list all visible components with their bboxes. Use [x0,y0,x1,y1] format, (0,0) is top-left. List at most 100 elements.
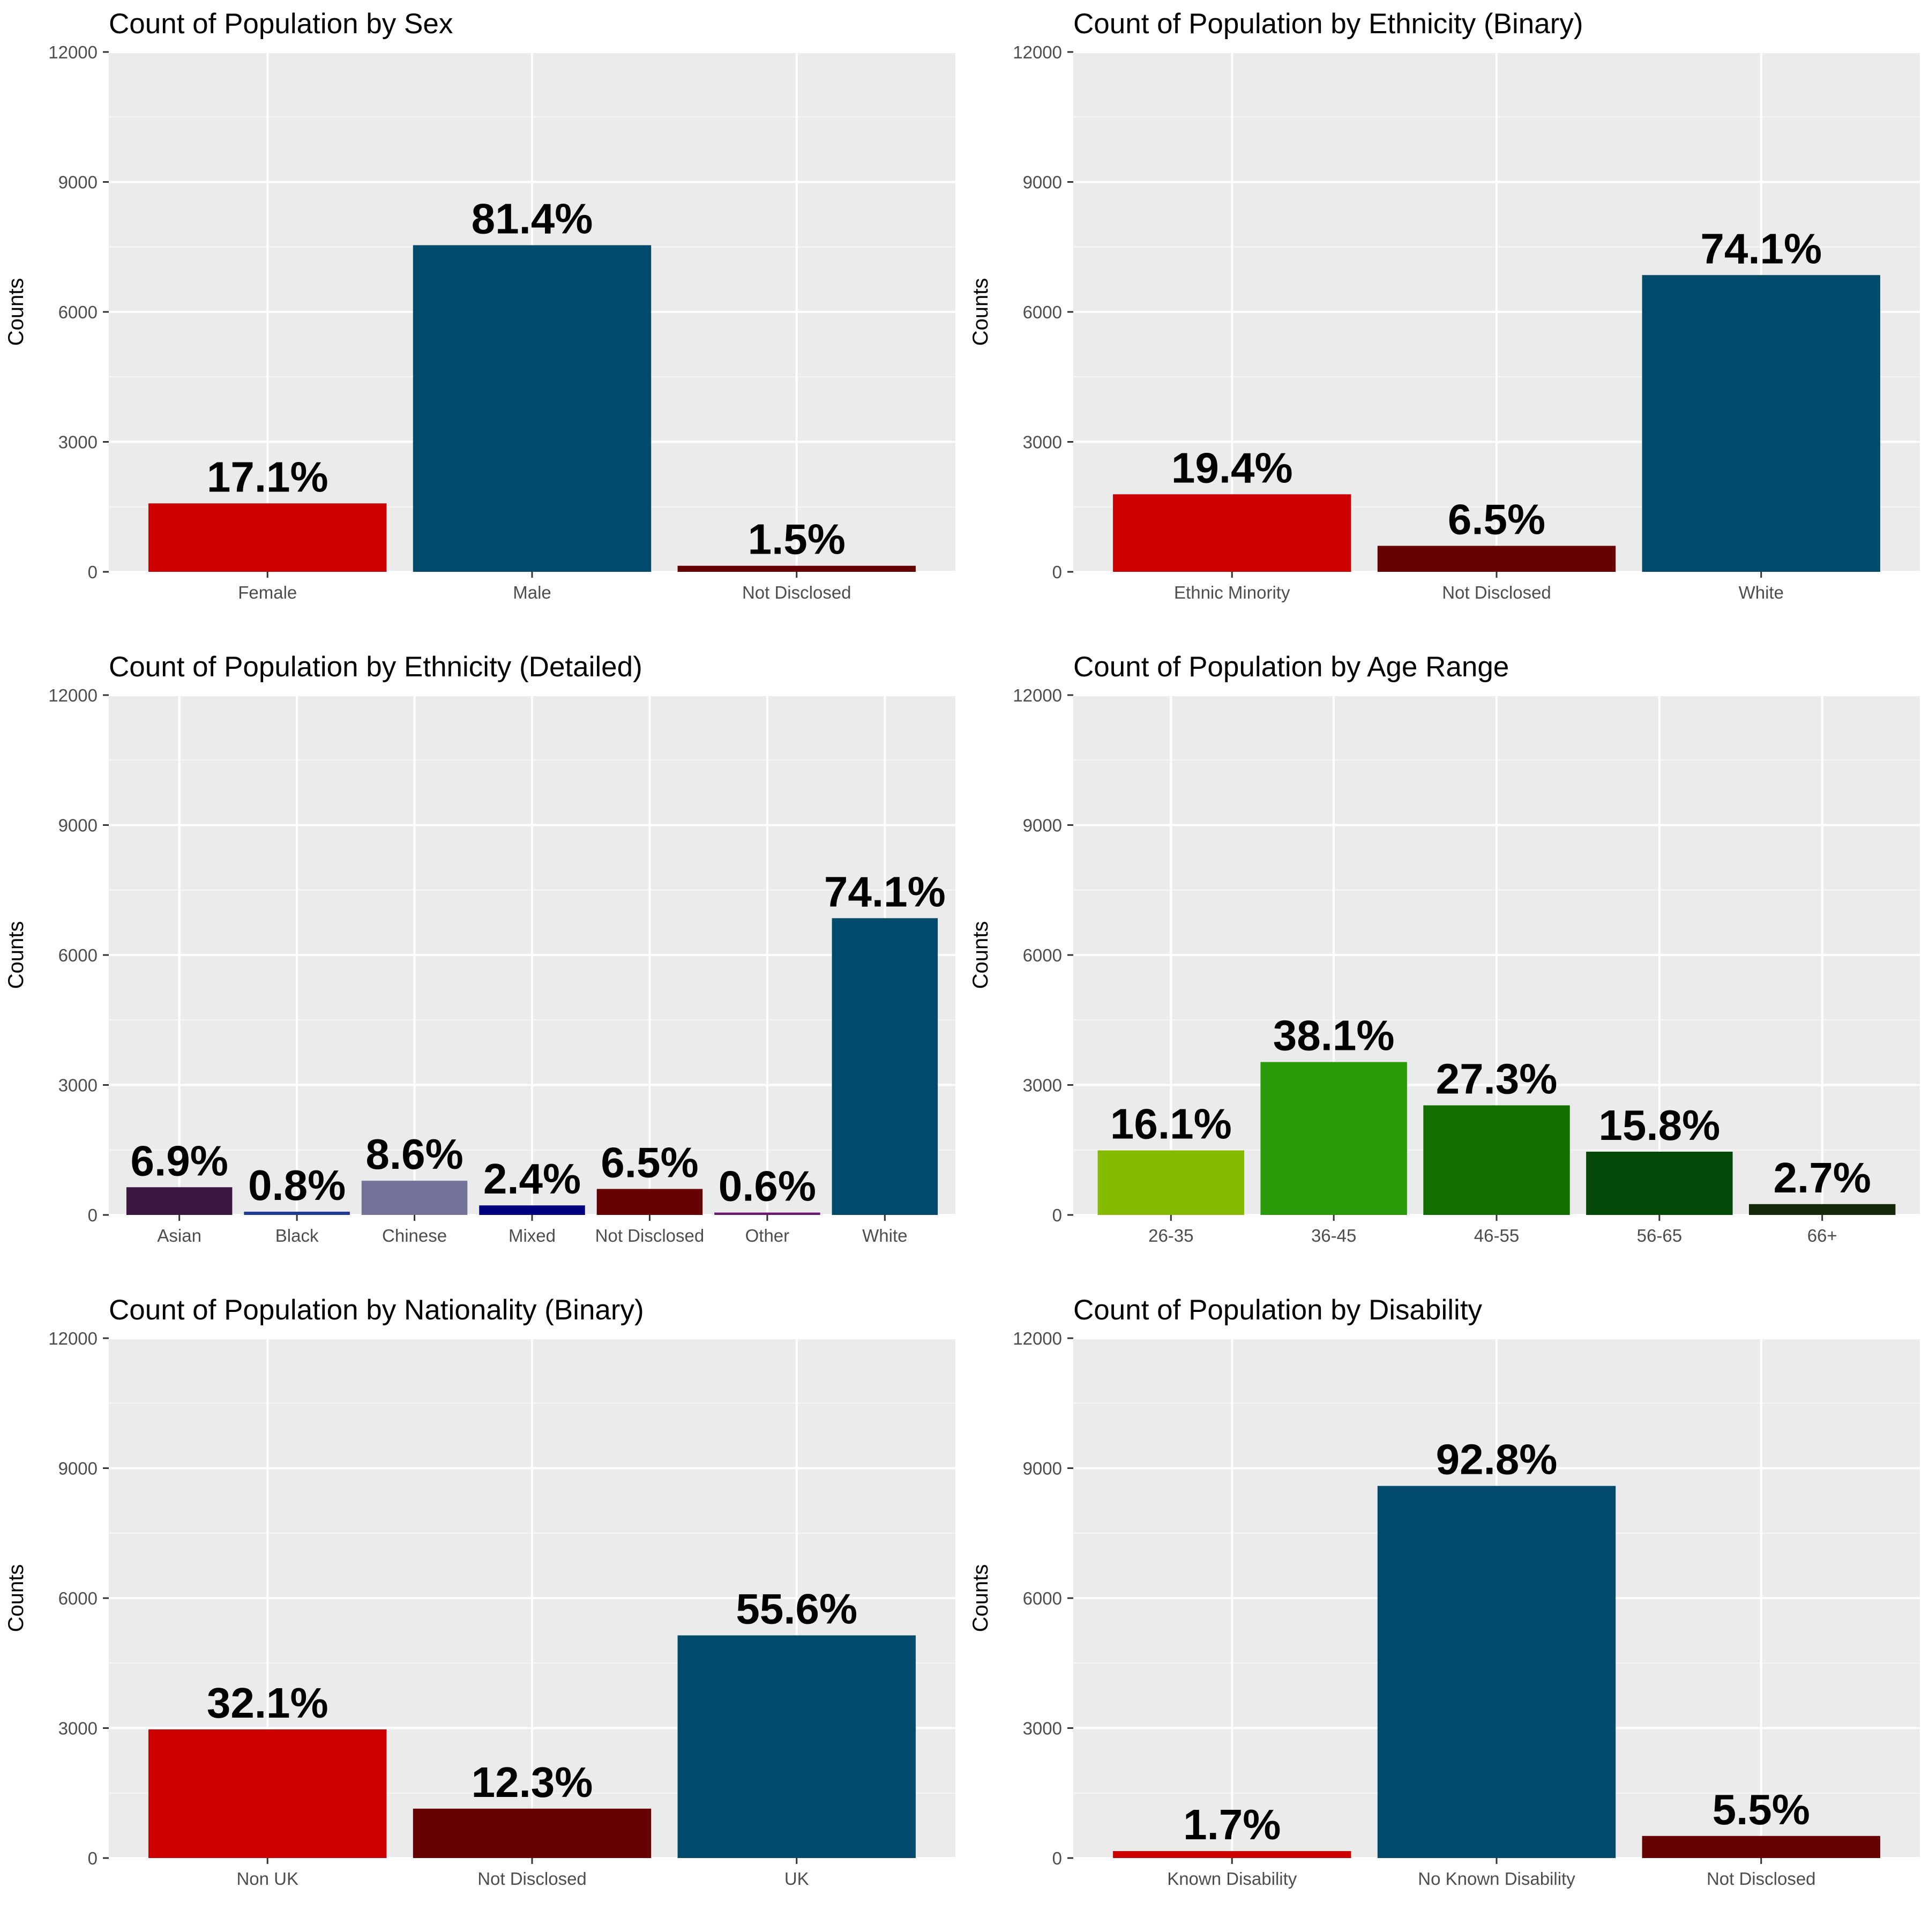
data-label: 12.3% [472,1758,593,1806]
chart-title: Count of Population by Nationality (Bina… [109,1294,644,1326]
y-tick-label: 3000 [58,1076,98,1095]
y-axis-label: Counts [4,278,28,346]
chart-title: Count of Population by Disability [1073,1294,1483,1326]
x-tick-label: Non UK [236,1869,298,1889]
y-tick-label: 6000 [58,1588,98,1608]
y-tick-label: 0 [88,1848,98,1868]
bar-asian [126,1187,233,1215]
chart-panel-3: Count of Population by Ethnicity (Detail… [4,651,955,1245]
chart-title: Count of Population by Sex [109,8,453,40]
y-tick-label: 6000 [1023,1588,1062,1608]
y-axis-label: Counts [4,921,28,989]
data-label: 0.6% [719,1162,816,1210]
bar-not-disclosed [1377,546,1616,572]
data-label: 38.1% [1273,1012,1395,1060]
y-tick-label: 9000 [1023,173,1062,192]
y-tick-label: 12000 [1013,42,1062,62]
data-label: 32.1% [207,1679,328,1727]
data-label: 74.1% [824,868,946,915]
y-tick-label: 6000 [1023,302,1062,322]
chart-panel-2: Count of Population by Ethnicity (Binary… [969,8,1920,602]
y-tick-label: 12000 [48,1329,98,1348]
y-tick-label: 12000 [1013,685,1062,705]
data-label: 2.4% [483,1155,581,1203]
x-tick-label: 26-35 [1148,1226,1193,1245]
bar-56-65 [1586,1151,1733,1215]
x-tick-label: Not Disclosed [742,583,851,602]
y-tick-label: 3000 [1023,1076,1062,1095]
x-tick-label: 36-45 [1311,1226,1356,1245]
y-tick-label: 3000 [1023,432,1062,452]
data-label: 27.3% [1436,1055,1558,1102]
x-tick-label: White [1739,583,1784,602]
y-axis-label: Counts [969,1564,992,1632]
x-tick-label: Female [238,583,297,602]
bar-white [832,918,938,1215]
data-label: 0.8% [248,1161,346,1209]
y-tick-label: 9000 [58,1459,98,1479]
x-tick-label: Male [513,583,551,602]
x-tick-label: Asian [157,1226,201,1245]
x-tick-label: 56-65 [1637,1226,1682,1245]
bar-not-disclosed [677,565,916,572]
x-tick-label: Not Disclosed [1442,583,1551,602]
y-tick-label: 3000 [58,1719,98,1739]
bar-36-45 [1260,1062,1407,1215]
data-label: 6.5% [601,1139,698,1187]
chart-title: Count of Population by Ethnicity (Detail… [109,651,642,683]
data-label: 1.5% [748,516,846,563]
y-tick-label: 3000 [58,432,98,452]
y-axis-label: Counts [4,1564,28,1632]
x-tick-label: Other [745,1226,790,1245]
y-tick-label: 6000 [58,945,98,965]
bar-female [148,503,387,572]
x-tick-label: Known Disability [1167,1869,1297,1889]
chart-panel-5: Count of Population by Nationality (Bina… [4,1294,955,1889]
chart-panel-1: Count of Population by Sex Counts 0 3000 600… [4,8,955,602]
chart-panel-6: Count of Population by Disability Counts 0… [969,1294,1920,1889]
bar-male [413,245,652,572]
x-tick-label: Black [275,1226,319,1245]
chart-title: Count of Population by Age Range [1073,651,1509,683]
data-label: 19.4% [1171,444,1293,491]
bar-not-disclosed [1642,1836,1880,1858]
y-tick-label: 6000 [58,302,98,322]
x-tick-label: White [862,1226,907,1245]
bar-not-disclosed [596,1189,703,1215]
bar-46-55 [1423,1105,1570,1215]
data-label: 81.4% [472,195,593,243]
data-label: 17.1% [207,453,328,501]
data-label: 15.8% [1598,1101,1720,1149]
data-label: 8.6% [365,1130,463,1178]
data-label: 1.7% [1183,1801,1281,1848]
x-tick-label: 46-55 [1474,1226,1519,1245]
data-label: 5.5% [1713,1786,1810,1833]
data-label: 55.6% [736,1585,857,1633]
bar-ethnic-minority [1113,494,1351,572]
bar-other [714,1212,820,1215]
y-axis-label: Counts [969,278,992,346]
y-tick-label: 0 [88,562,98,582]
y-tick-label: 9000 [58,173,98,192]
bar-mixed [479,1205,585,1215]
x-tick-label: Mixed [509,1226,556,1245]
data-label: 6.5% [1448,496,1545,543]
y-tick-label: 6000 [1023,945,1062,965]
chart-title: Count of Population by Ethnicity (Binary… [1073,8,1583,40]
y-tick-label: 12000 [48,42,98,62]
y-axis-label: Counts [969,921,992,989]
data-label: 92.8% [1436,1436,1558,1483]
bar-black [244,1211,350,1215]
data-label: 6.9% [130,1137,228,1184]
x-tick-label: Not Disclosed [477,1869,587,1889]
y-tick-label: 9000 [1023,1459,1062,1479]
x-tick-label: No Known Disability [1418,1869,1575,1889]
x-tick-label: Not Disclosed [1707,1869,1816,1889]
bar-26-35 [1097,1150,1245,1215]
bar-66- [1748,1204,1896,1215]
y-tick-label: 12000 [1013,1329,1062,1348]
data-label: 74.1% [1700,225,1822,272]
chart-panel-4: Count of Population by Age Range Counts 0 3… [969,651,1920,1245]
